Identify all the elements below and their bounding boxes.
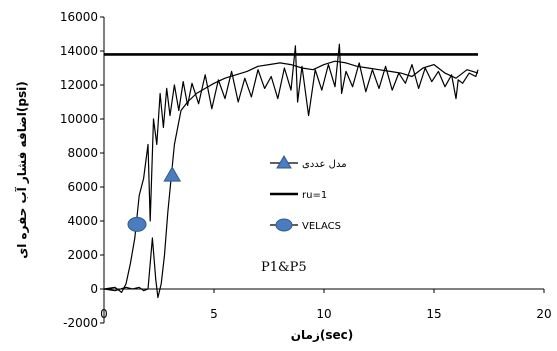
y-tick-label: 8000 xyxy=(67,146,98,160)
y-tick-label: 14000 xyxy=(60,44,98,58)
chart-annotation: P1&P5 xyxy=(261,260,307,275)
y-tick-label: -2000 xyxy=(63,316,98,330)
legend-triangle-marker xyxy=(276,155,292,169)
axes: -200002000400060008000100001200014000160… xyxy=(60,10,552,330)
legend-label: مدل عددی xyxy=(302,159,347,170)
x-axis-title: زمان(sec) xyxy=(291,328,353,342)
y-tick-label: 2000 xyxy=(67,248,98,262)
circle-marker xyxy=(127,216,147,232)
y-tick-label: 10000 xyxy=(60,112,98,126)
y-tick-label: 4000 xyxy=(67,214,98,228)
legend-label: VELACS xyxy=(302,221,341,232)
series-line xyxy=(103,43,479,293)
y-tick-label: 12000 xyxy=(60,78,98,92)
legend-circle-marker xyxy=(275,218,293,232)
y-tick-label: 6000 xyxy=(67,180,98,194)
x-tick-label: 10 xyxy=(316,307,331,321)
x-tick-label: 20 xyxy=(536,307,551,321)
marker-layer xyxy=(127,166,182,232)
y-tick-label: 16000 xyxy=(60,10,98,24)
x-tick-label: 15 xyxy=(426,307,441,321)
x-tick-label: 0 xyxy=(100,307,108,321)
legend-label: ru=1 xyxy=(302,190,327,201)
legend: مدل عددی ru=1 VELACS xyxy=(270,155,347,232)
series-line xyxy=(103,60,479,299)
y-axis-title: اضافه فشار آب حفره ای(psi) xyxy=(14,81,29,259)
triangle-marker xyxy=(163,166,182,182)
x-tick-label: 5 xyxy=(210,307,218,321)
y-tick-label: 0 xyxy=(90,282,98,296)
series-layer xyxy=(103,43,479,299)
